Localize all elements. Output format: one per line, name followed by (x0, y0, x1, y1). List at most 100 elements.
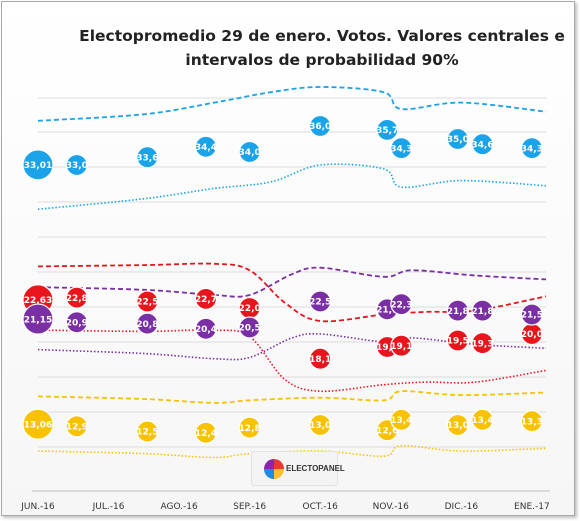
series-1-point-10-label: 20,0 (521, 330, 543, 340)
series-2-point-10 (520, 303, 543, 326)
x-tick-6: DIC.-16 (445, 502, 479, 512)
series-0-point-7 (390, 137, 413, 160)
series-3-point-3-label: 12,4 (195, 429, 217, 439)
series-2-point-5-label: 22,5 (309, 298, 331, 308)
series-2-point-8 (446, 299, 469, 322)
logo-icon (264, 459, 284, 479)
series-2-point-10-label: 21,5 (521, 311, 543, 321)
x-tick-1: JUL.-16 (92, 502, 125, 512)
series-0-point-1 (65, 153, 88, 177)
series-2-point-1 (65, 311, 88, 334)
series-0-point-2-label: 33,6 (136, 153, 158, 163)
series-1-point-1 (65, 286, 88, 309)
series-1-point-0-label: 22,63 (24, 296, 52, 306)
series-0-point-10 (520, 137, 543, 160)
series-3-point-6-label: 12,6 (376, 426, 398, 436)
series-3-point-0-label: 13,06 (24, 420, 52, 430)
series-2-point-2 (136, 312, 159, 335)
electopanel-logo: ELECTOPANEL (251, 451, 345, 486)
series-1-point-5 (309, 347, 332, 370)
series-3-point-4-label: 12,8 (239, 424, 261, 434)
series-3-point-4 (238, 416, 261, 439)
series-0-point-6-label: 35,7 (376, 126, 398, 136)
series-2-point-8-label: 21,8 (447, 307, 469, 317)
series-1-point-9 (471, 332, 494, 355)
series-1-point-3-label: 22,7 (195, 295, 217, 305)
series-2-point-9-label: 21,8 (471, 307, 493, 317)
x-tick-3: SEP.-16 (233, 502, 266, 512)
x-tick-7: ENE.-17 (514, 502, 550, 512)
series-0-point-1-label: 33,0 (66, 161, 88, 171)
x-tick-4: OCT.-16 (303, 502, 339, 512)
series-3-point-1 (65, 415, 88, 438)
series-3-upper-bound (37, 390, 547, 404)
series-3-point-1-label: 12,9 (66, 423, 88, 433)
series-0-point-0-label: 33,01 (24, 161, 52, 171)
series-0-point-3 (194, 135, 218, 158)
series-3-point-2 (136, 420, 159, 443)
chart-title: Electopromedio 29 de enero. Votos. Valor… (79, 27, 565, 69)
series-0-point-9 (471, 133, 494, 156)
series-0-point-4-label: 34,0 (239, 148, 261, 158)
series-0-point-8 (446, 127, 469, 151)
series-3-point-0 (22, 408, 54, 440)
series-2-point-3 (194, 317, 218, 340)
series-3-point-5-label: 13,0 (309, 421, 331, 431)
series-2-point-7-label: 22,3 (390, 300, 412, 310)
series-1-upper-bound (37, 262, 547, 323)
series-3-point-7 (390, 408, 413, 431)
series-2-point-1-label: 20,9 (66, 319, 88, 329)
series-3-point-2-label: 12,5 (136, 428, 158, 438)
series-2-point-3-label: 20,4 (195, 325, 217, 335)
series-1-point-4-label: 22,0 (239, 304, 261, 314)
series-1-point-1-label: 22,8 (66, 294, 88, 304)
series-2-point-4 (238, 316, 261, 339)
series-0-point-8-label: 35,0 (447, 135, 469, 145)
series-1-point-2 (136, 290, 159, 313)
series-0-point-5-label: 36,0 (309, 122, 331, 132)
series-0-point-2 (136, 146, 159, 169)
series-1-point-9-label: 19,3 (471, 339, 493, 349)
series-0-point-5 (309, 114, 332, 138)
series-0-point-9-label: 34,6 (471, 140, 493, 150)
series-2-point-7 (390, 293, 413, 316)
series-2-point-2-label: 20,8 (136, 320, 158, 330)
x-tick-5: NOV.-16 (373, 502, 409, 512)
series-2-point-4-label: 20,5 (239, 324, 261, 334)
series-3-lower-bound (37, 444, 547, 459)
x-tick-2: AGO.-16 (160, 502, 198, 512)
series-2-point-6-label: 21,9 (376, 306, 398, 316)
series-3-point-10 (520, 410, 543, 433)
series-0-upper-bound (37, 86, 547, 122)
series-0-point-3-label: 34,4 (195, 143, 217, 153)
series-1-point-3 (194, 287, 218, 310)
series-1-point-5-label: 18,1 (309, 355, 331, 365)
chart-frame: Electopromedio 29 de enero. Votos. Valor… (1, 1, 575, 516)
series-1-point-7-label: 19,1 (390, 342, 412, 352)
series-0-lower-bound (37, 163, 547, 210)
series-2-point-0 (22, 303, 54, 335)
series-3-point-3 (194, 421, 218, 444)
series-3-point-7-label: 13,4 (390, 416, 412, 426)
series-2-lower-bound (37, 333, 547, 361)
series-3-point-8 (446, 413, 469, 437)
series-1-point-7 (390, 334, 413, 357)
series-1-point-8 (446, 329, 469, 352)
series-3-point-9-label: 13,4 (471, 416, 493, 426)
series-1-lower-bound (37, 329, 547, 393)
series-2-point-0-label: 21,15 (24, 315, 52, 325)
x-tick-0: JUN.-16 (20, 502, 55, 512)
chart-plot: 33,01 33,033,634,434,036,0 35,734,335,034,… (20, 86, 550, 512)
series-1-point-8-label: 19,5 (447, 337, 469, 347)
series-0-point-7-label: 34,3 (390, 144, 412, 154)
series-3-point-8-label: 13,0 (447, 421, 469, 431)
series-0-point-0 (22, 149, 54, 181)
series-2-point-5 (309, 290, 332, 313)
series-1-point-2-label: 22,5 (136, 298, 158, 308)
series-3-point-9 (471, 408, 494, 431)
logo-text: ELECTOPANEL (286, 464, 345, 473)
series-0-point-10-label: 34,3 (521, 144, 543, 154)
series-0-point-6 (376, 118, 399, 142)
series-3-point-5 (309, 413, 332, 437)
series-0-point-4 (238, 140, 261, 164)
